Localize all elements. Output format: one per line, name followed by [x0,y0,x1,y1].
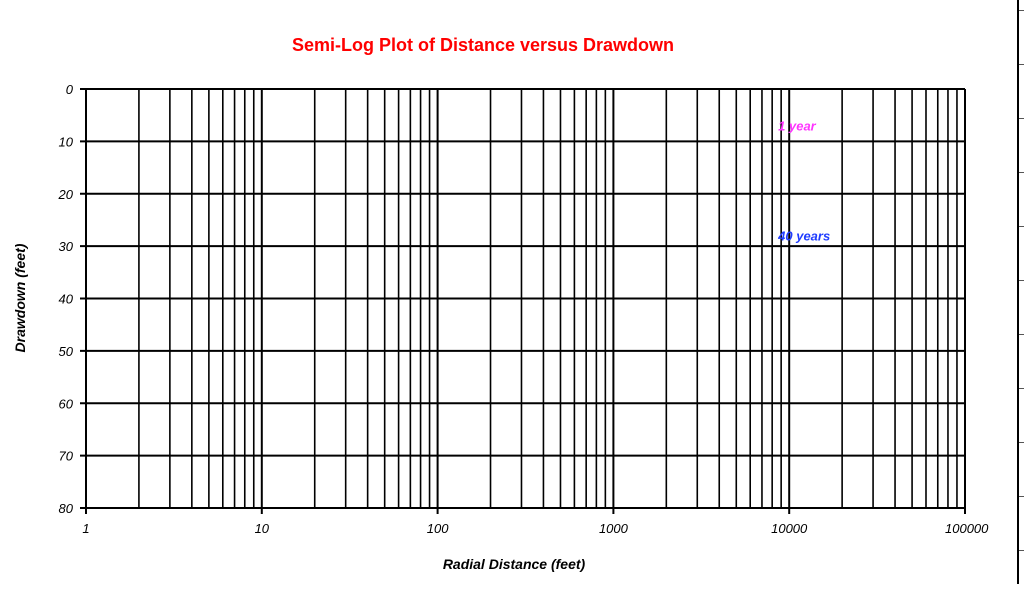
x-tick-label: 10 [255,521,270,536]
y-axis-label: Drawdown (feet) [12,243,28,352]
x-tick-label: 10000 [771,521,808,536]
tick-label-layer: 0 10 20 30 40 50 60 70 80 1 10 100 1000 10000 100000 [58,82,990,536]
right-border-tick [1019,10,1024,11]
x-tick-label: 100000 [945,521,989,536]
right-border-ticks [1019,0,1024,584]
right-border-tick [1019,550,1024,551]
chart-annotation: 40 years [777,229,830,244]
chart-annotation: 1 year [778,119,817,134]
x-tick-label: 100 [427,521,449,536]
y-tick-label: 60 [59,396,74,411]
right-border-tick [1019,226,1024,227]
x-axis-label: Radial Distance (feet) [443,556,586,572]
y-tick-label: 40 [59,292,74,307]
y-tick-label: 10 [59,134,74,149]
annotation-layer: 1 year 40 years [777,119,830,244]
y-tick-label: 0 [66,82,74,97]
grid-layer [80,88,966,514]
y-tick-label: 80 [59,501,74,516]
right-border-tick [1019,334,1024,335]
right-border-tick [1019,64,1024,65]
right-border-line [1017,0,1019,584]
right-border-tick [1019,496,1024,497]
right-border-tick [1019,118,1024,119]
x-tick-label: 1000 [599,521,629,536]
y-tick-label: 50 [59,344,74,359]
right-border-tick [1019,172,1024,173]
y-tick-label: 30 [59,239,74,254]
right-border-tick [1019,280,1024,281]
x-tick-label: 1 [82,521,89,536]
y-tick-label: 70 [59,449,74,464]
y-tick-label: 20 [58,187,74,202]
right-border-tick [1019,442,1024,443]
right-border-tick [1019,388,1024,389]
chart-title: Semi-Log Plot of Distance versus Drawdow… [292,35,674,55]
